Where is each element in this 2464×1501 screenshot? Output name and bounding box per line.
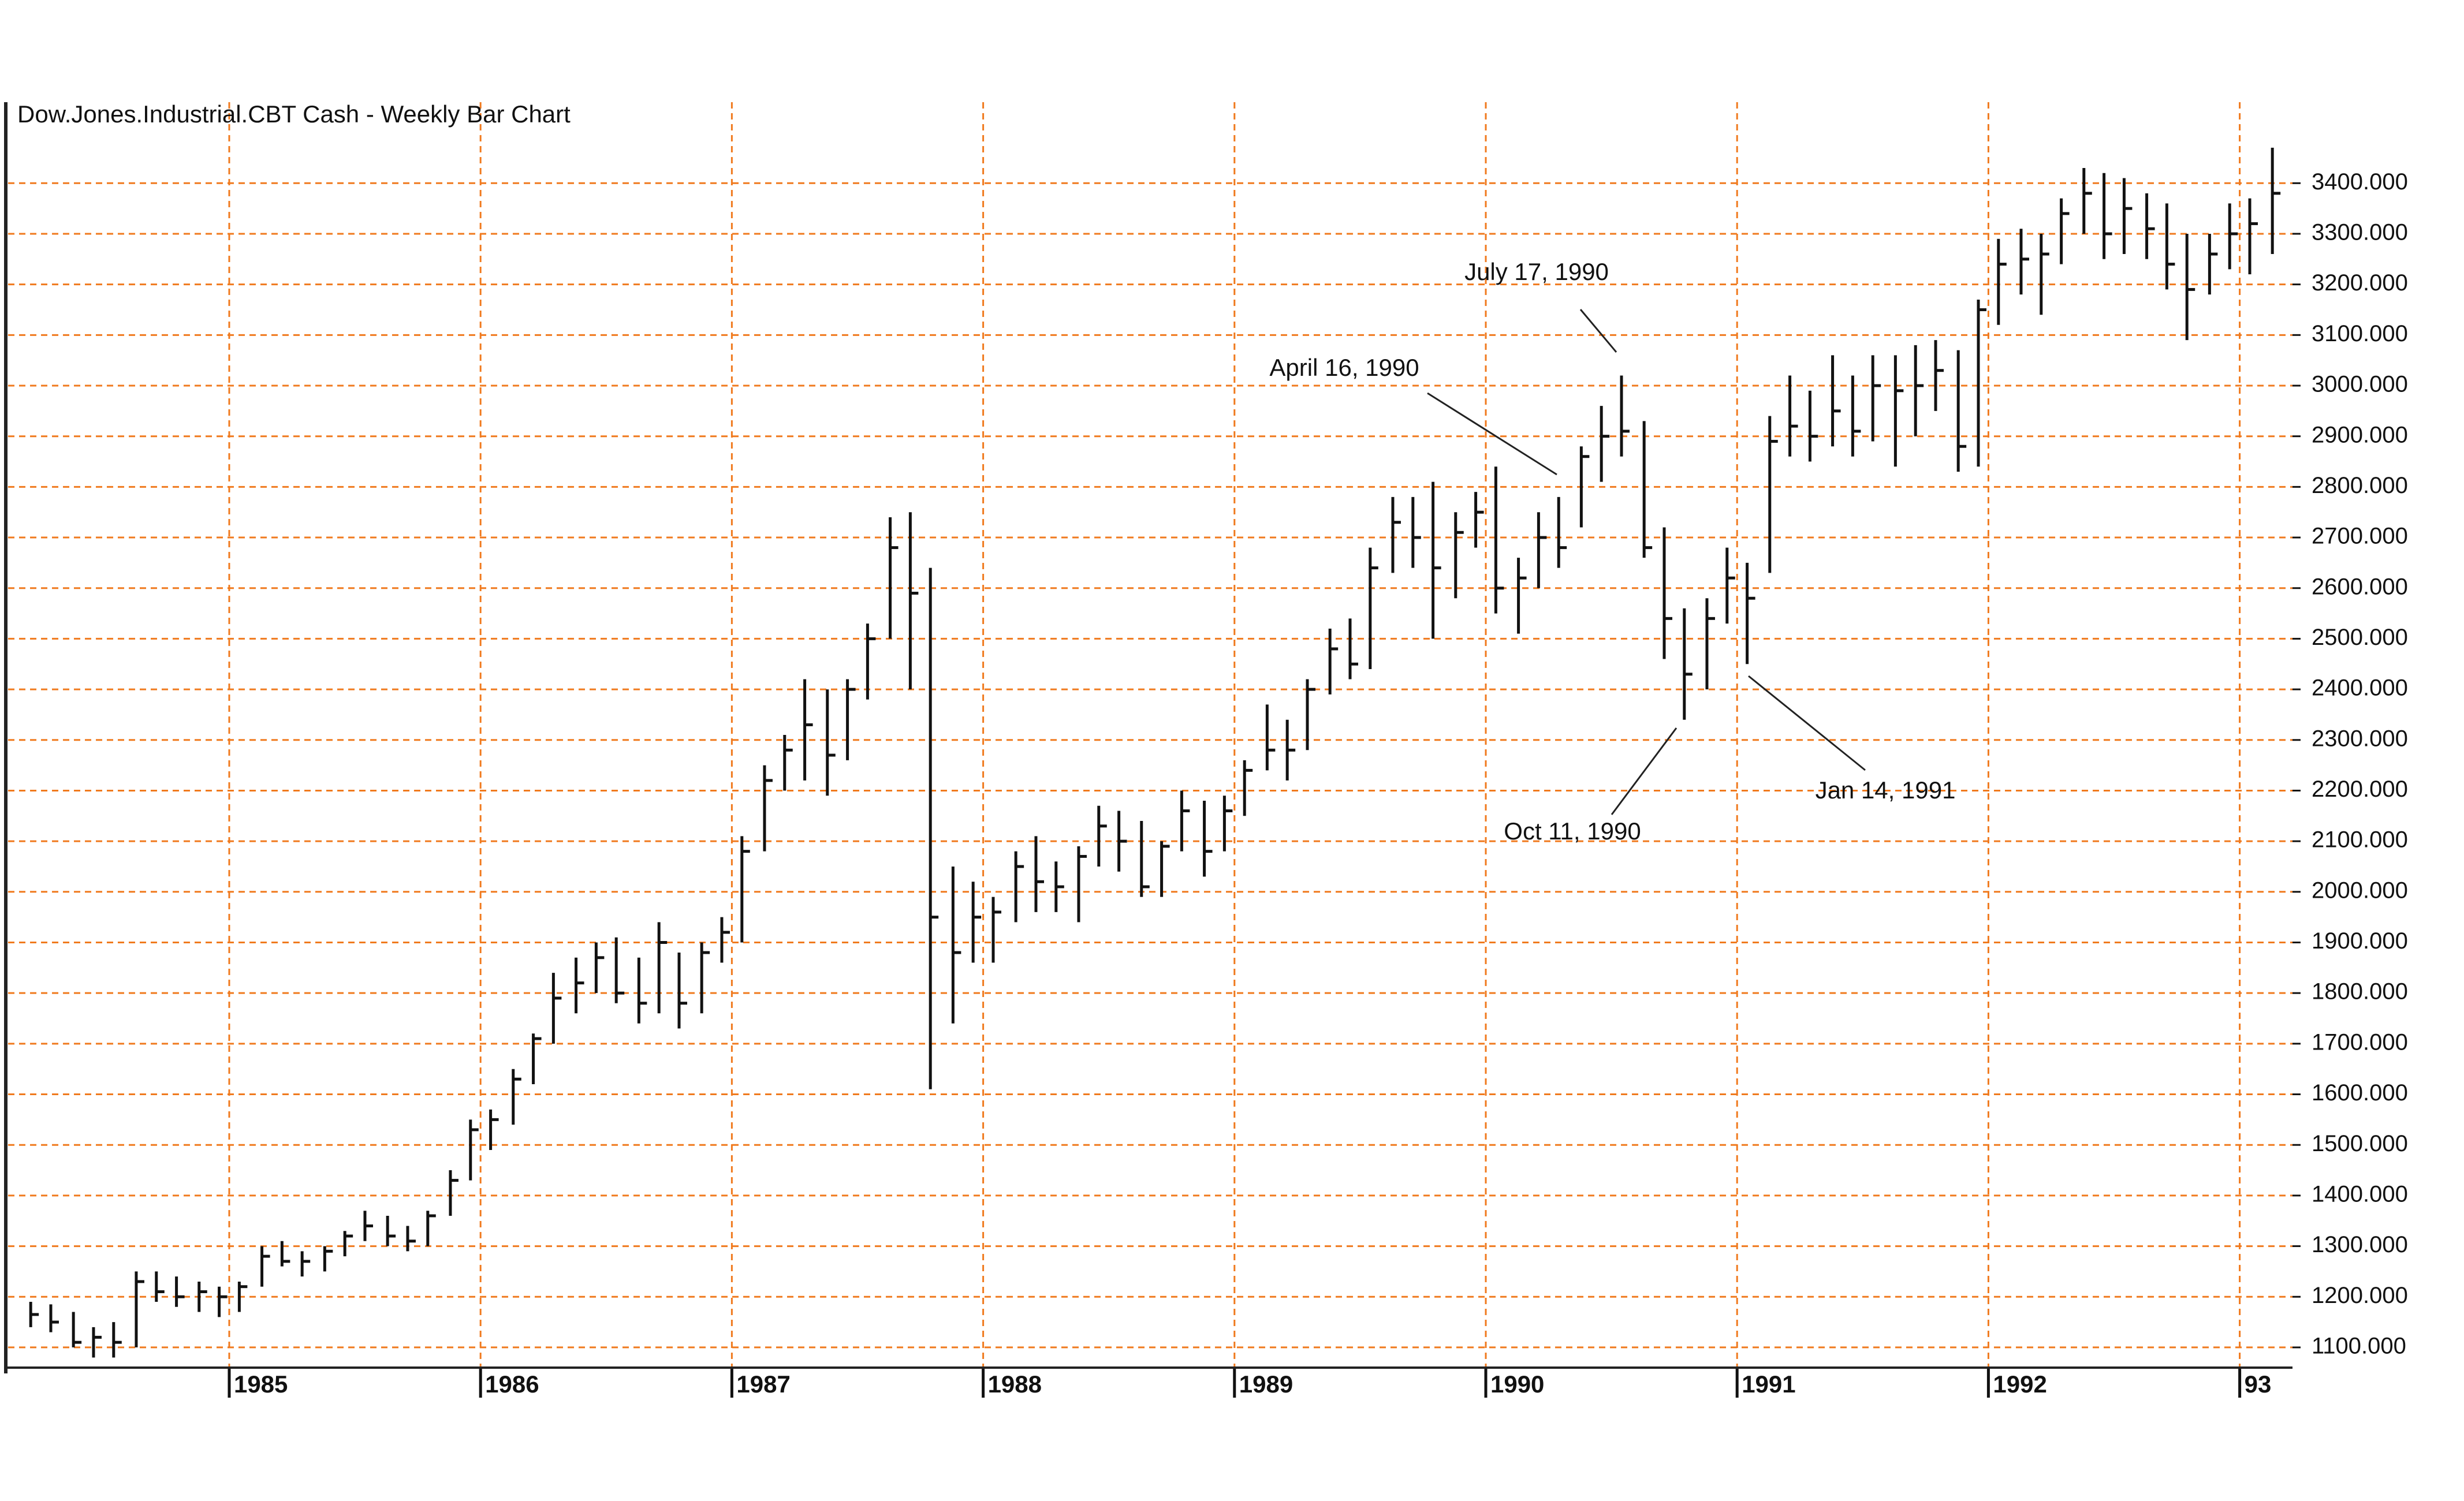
annotation-label: Jan 14, 1991 bbox=[1816, 776, 1956, 804]
y-tick-label: 2200.000 bbox=[2312, 776, 2408, 802]
x-tick-label: 93 bbox=[2245, 1371, 2272, 1398]
y-tick-label: 1700.000 bbox=[2312, 1029, 2408, 1055]
y-tick-label: 2500.000 bbox=[2312, 625, 2408, 650]
chart-title: Dow.Jones.Industrial.CBT Cash - Weekly B… bbox=[17, 100, 571, 128]
y-tick-label: 1400.000 bbox=[2312, 1181, 2408, 1207]
y-tick-label: 1300.000 bbox=[2312, 1232, 2408, 1257]
y-tick-label: 2900.000 bbox=[2312, 422, 2408, 447]
x-tick-label: 1991 bbox=[1742, 1371, 1795, 1398]
annotation-leader bbox=[1611, 727, 1678, 815]
y-tick-label: 2700.000 bbox=[2312, 524, 2408, 549]
annotation-leader bbox=[1427, 392, 1557, 476]
x-tick-label: 1988 bbox=[988, 1371, 1042, 1398]
y-tick-label: 3200.000 bbox=[2312, 270, 2408, 296]
annotations: July 17, 1990 April 16, 1990 Oct 11, 1990 J… bbox=[1269, 258, 1955, 845]
y-tick-label: 2300.000 bbox=[2312, 726, 2408, 751]
x-tick-label: 1989 bbox=[1239, 1371, 1293, 1398]
x-tick-label: 1987 bbox=[736, 1371, 790, 1398]
y-tick-label: 2800.000 bbox=[2312, 473, 2408, 498]
y-tick-label: 2000.000 bbox=[2312, 878, 2408, 903]
y-tick-label: 1800.000 bbox=[2312, 979, 2408, 1005]
y-tick-label: 3100.000 bbox=[2312, 321, 2408, 346]
y-tick-label: 1500.000 bbox=[2312, 1131, 2408, 1156]
x-tick-label: 1990 bbox=[1490, 1371, 1544, 1398]
y-tick-label: 2100.000 bbox=[2312, 827, 2408, 853]
y-tick-label: 1100.000 bbox=[2312, 1333, 2406, 1358]
x-tick-label: 1992 bbox=[1993, 1371, 2047, 1398]
bars bbox=[29, 147, 2281, 1358]
y-tick-label: 3400.000 bbox=[2312, 169, 2408, 195]
y-tick-label: 3300.000 bbox=[2312, 220, 2408, 245]
annotation-label: April 16, 1990 bbox=[1269, 354, 1419, 381]
x-tick-label: 1985 bbox=[234, 1371, 288, 1398]
axes: 1100.000 1200.000 1300.000 1400.000 1500.000… bbox=[4, 102, 2408, 1398]
annotation-leader bbox=[1579, 309, 1617, 353]
y-tick-label: 2400.000 bbox=[2312, 675, 2408, 701]
y-tick-label: 3000.000 bbox=[2312, 372, 2408, 397]
annotation-leader bbox=[1748, 675, 1866, 771]
annotation-label: July 17, 1990 bbox=[1464, 258, 1609, 285]
y-tick-label: 2600.000 bbox=[2312, 574, 2408, 599]
annotation-label: Oct 11, 1990 bbox=[1504, 817, 1641, 845]
x-tick-label: 1986 bbox=[485, 1371, 539, 1398]
y-tick-label: 1900.000 bbox=[2312, 928, 2408, 954]
y-tick-label: 1200.000 bbox=[2312, 1283, 2408, 1308]
grid bbox=[8, 102, 2292, 1368]
y-tick-label: 1600.000 bbox=[2312, 1080, 2408, 1106]
